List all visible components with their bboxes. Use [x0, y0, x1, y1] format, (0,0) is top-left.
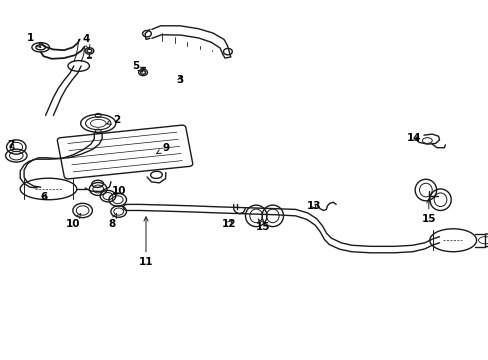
- Text: 6: 6: [40, 192, 47, 202]
- Ellipse shape: [20, 178, 77, 200]
- Text: 10: 10: [65, 213, 81, 229]
- Text: 1: 1: [27, 33, 41, 48]
- Text: 2: 2: [106, 115, 120, 125]
- Text: 9: 9: [156, 143, 170, 154]
- Text: 7: 7: [8, 140, 15, 150]
- Text: 3: 3: [176, 75, 183, 85]
- Text: 8: 8: [108, 213, 116, 229]
- Text: 11: 11: [139, 217, 153, 267]
- Text: 14: 14: [406, 133, 421, 143]
- Ellipse shape: [429, 229, 476, 252]
- Text: 13: 13: [306, 201, 320, 211]
- FancyBboxPatch shape: [57, 125, 192, 179]
- Text: 5: 5: [132, 61, 142, 72]
- Text: 15: 15: [255, 219, 270, 231]
- Text: 10: 10: [111, 186, 126, 197]
- Text: 12: 12: [221, 219, 236, 229]
- Text: 4: 4: [82, 34, 90, 50]
- Text: 15: 15: [421, 199, 435, 224]
